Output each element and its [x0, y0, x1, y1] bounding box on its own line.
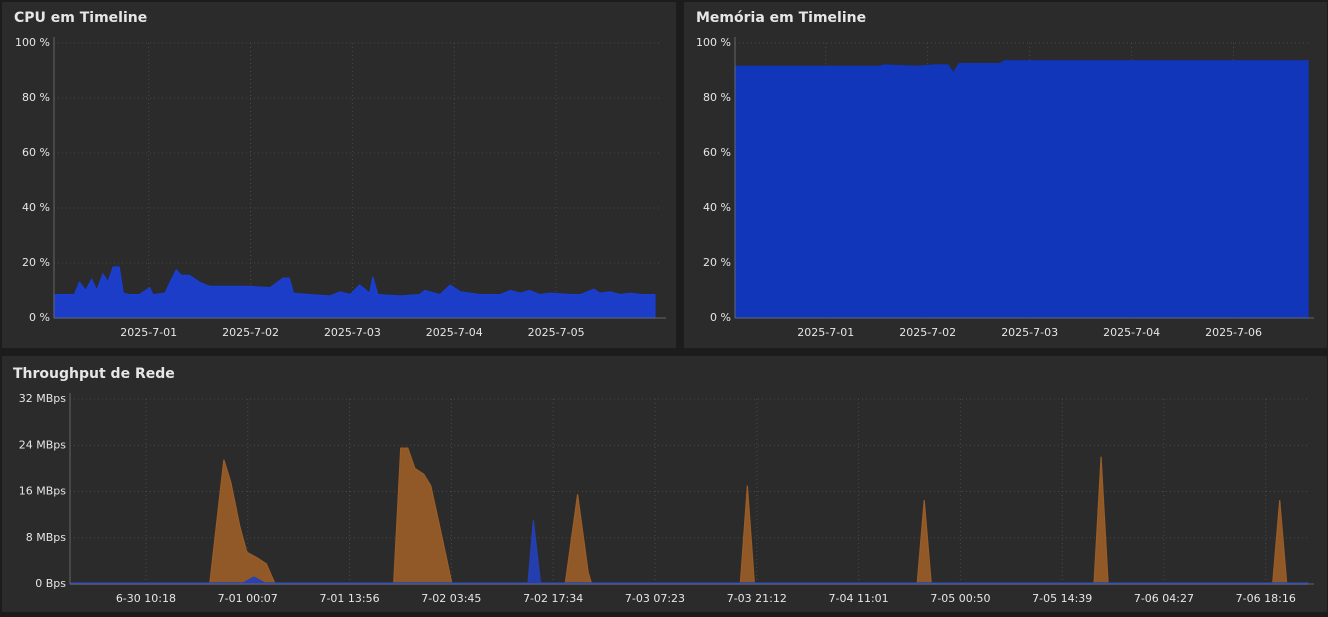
x-tick-label: 2025-7-01 [120, 326, 177, 339]
y-tick-label: 100 % [15, 36, 50, 49]
y-tick-label: 40 % [703, 201, 731, 214]
y-tick-label: 20 % [22, 256, 50, 269]
x-tick-label: 2025-7-04 [1103, 326, 1160, 339]
y-tick-label: 0 Bps [35, 577, 66, 590]
area [734, 60, 1309, 319]
panel [2, 356, 1327, 612]
y-tick-label: 20 % [703, 256, 731, 269]
x-tick-label: 2025-7-06 [1205, 326, 1262, 339]
x-tick-label: 7-03 21:12 [727, 592, 787, 605]
x-tick-label: 7-02 03:45 [421, 592, 481, 605]
x-tick-label: 2025-7-01 [797, 326, 854, 339]
x-tick-label: 2025-7-04 [426, 326, 483, 339]
x-tick-label: 2025-7-05 [528, 326, 585, 339]
area [69, 520, 1309, 585]
x-tick-label: 7-06 04:27 [1134, 592, 1194, 605]
x-tick-label: 7-02 17:34 [523, 592, 583, 605]
y-tick-label: 32 MBps [19, 392, 67, 405]
y-tick-label: 60 % [22, 146, 50, 159]
y-tick-label: 24 MBps [19, 438, 67, 451]
x-tick-label: 7-01 00:07 [218, 592, 278, 605]
chart-title: Throughput de Rede [13, 366, 175, 382]
chart-title: CPU em Timeline [14, 10, 147, 26]
x-tick-label: 2025-7-03 [324, 326, 381, 339]
y-tick-label: 100 % [696, 36, 731, 49]
y-tick-label: 80 % [703, 91, 731, 104]
x-tick-label: 6-30 10:18 [116, 592, 176, 605]
x-tick-label: 7-04 11:01 [829, 592, 889, 605]
y-tick-label: 16 MBps [19, 485, 67, 498]
x-tick-label: 7-05 00:50 [930, 592, 990, 605]
x-tick-label: 7-03 07:23 [625, 592, 685, 605]
chart-title: Memória em Timeline [696, 10, 866, 26]
x-tick-label: 2025-7-03 [1001, 326, 1058, 339]
x-tick-label: 7-05 14:39 [1032, 592, 1092, 605]
area [53, 266, 656, 319]
y-tick-label: 0 % [710, 311, 731, 324]
y-tick-label: 80 % [22, 91, 50, 104]
x-tick-label: 7-06 18:16 [1236, 592, 1296, 605]
y-tick-label: 0 % [29, 311, 50, 324]
x-tick-label: 7-01 13:56 [319, 592, 379, 605]
y-tick-label: 8 MBps [26, 531, 67, 544]
y-tick-label: 40 % [22, 201, 50, 214]
x-tick-label: 2025-7-02 [222, 326, 279, 339]
y-tick-label: 60 % [703, 146, 731, 159]
x-tick-label: 2025-7-02 [899, 326, 956, 339]
